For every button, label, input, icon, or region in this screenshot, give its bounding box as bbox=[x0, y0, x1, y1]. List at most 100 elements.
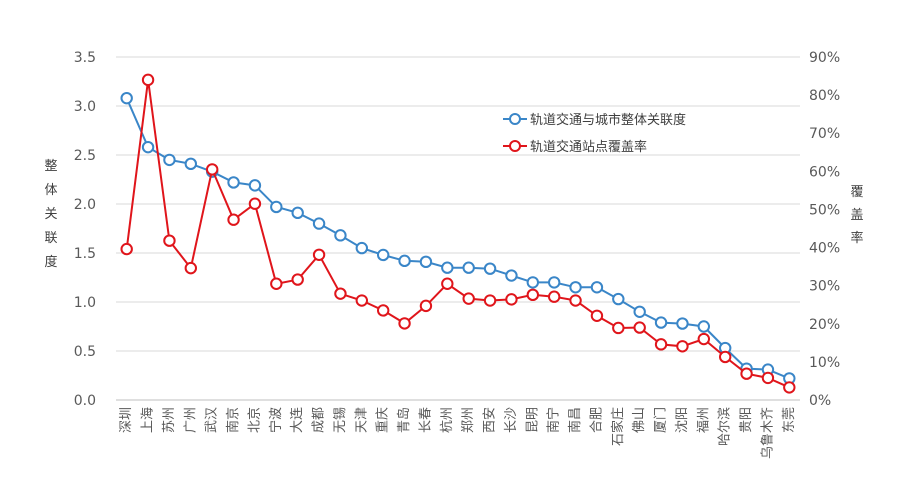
category-label: 宁波 bbox=[268, 407, 284, 433]
right-tick-label: 0% bbox=[809, 393, 831, 409]
right-tick-label: 30% bbox=[809, 279, 840, 295]
legend-label: 轨道交通与城市整体关联度 bbox=[530, 112, 686, 128]
category-label: 重庆 bbox=[375, 407, 391, 433]
data-point bbox=[526, 276, 540, 289]
series-line-0 bbox=[125, 97, 790, 380]
data-point bbox=[633, 321, 646, 334]
data-point bbox=[334, 229, 347, 242]
category-label: 广州 bbox=[183, 407, 198, 433]
data-point bbox=[120, 242, 133, 256]
data-point bbox=[270, 277, 283, 290]
data-point bbox=[291, 206, 304, 220]
left-tick-label: 0.0 bbox=[74, 393, 96, 409]
data-point bbox=[205, 163, 219, 176]
right-tick-label: 50% bbox=[809, 202, 840, 218]
data-point bbox=[248, 179, 262, 192]
data-point bbox=[547, 276, 561, 289]
data-point bbox=[376, 304, 390, 317]
category-label: 西安 bbox=[483, 407, 498, 433]
category-label: 长春 bbox=[418, 407, 433, 433]
data-point bbox=[462, 292, 475, 305]
data-point bbox=[355, 294, 369, 307]
data-point bbox=[761, 371, 775, 385]
data-point bbox=[718, 350, 732, 364]
category-label: 福州 bbox=[696, 407, 711, 433]
right-axis-ticks: 0% 10% 20% 30% 40% 50% 60% 70% 80% 90% bbox=[809, 50, 840, 409]
data-point bbox=[227, 213, 240, 226]
data-point bbox=[355, 241, 369, 255]
category-label: 南昌 bbox=[567, 407, 583, 433]
data-point bbox=[227, 176, 240, 189]
category-label: 无锡 bbox=[333, 407, 348, 433]
legend-marker bbox=[509, 140, 521, 152]
left-tick-label: 3.0 bbox=[74, 99, 96, 115]
data-point bbox=[526, 288, 540, 302]
data-point bbox=[398, 317, 411, 330]
right-tick-label: 80% bbox=[809, 88, 840, 104]
left-axis-title: 整体关联度 bbox=[44, 159, 57, 270]
data-point bbox=[291, 273, 304, 286]
right-axis-title: 覆盖率 bbox=[850, 185, 863, 246]
category-label: 贵阳 bbox=[739, 407, 754, 433]
category-label: 长沙 bbox=[504, 407, 519, 433]
legend-marker bbox=[509, 113, 521, 125]
right-tick-label: 70% bbox=[809, 126, 840, 142]
data-point bbox=[441, 277, 454, 290]
data-point bbox=[569, 294, 582, 307]
left-tick-label: 1.0 bbox=[74, 295, 96, 311]
category-label: 北京 bbox=[247, 407, 262, 433]
category-label: 合肥 bbox=[589, 407, 604, 433]
series-line-1 bbox=[125, 79, 790, 389]
axis-title-char: 整 bbox=[44, 159, 57, 174]
category-label: 南京 bbox=[225, 407, 241, 433]
left-tick-label: 2.0 bbox=[74, 197, 96, 213]
data-point bbox=[612, 292, 625, 306]
category-label: 成都 bbox=[312, 407, 327, 433]
data-point bbox=[676, 317, 689, 330]
category-label: 乌鲁木齐 bbox=[759, 407, 775, 459]
axis-title-char: 联 bbox=[44, 231, 57, 246]
category-label: 沈阳 bbox=[675, 407, 690, 433]
data-point bbox=[120, 91, 133, 105]
data-point bbox=[783, 381, 796, 394]
data-point bbox=[141, 73, 155, 87]
data-point bbox=[697, 320, 711, 333]
left-axis-ticks: 0.0 0.5 1.0 1.5 2.0 2.5 3.0 3.5 bbox=[74, 50, 96, 409]
data-point bbox=[505, 293, 518, 306]
data-point bbox=[419, 255, 433, 269]
data-point bbox=[312, 248, 326, 261]
category-label: 昆明 bbox=[525, 407, 540, 433]
gridlines bbox=[116, 56, 800, 401]
series-layer bbox=[120, 73, 796, 394]
data-point bbox=[334, 287, 347, 300]
right-tick-label: 10% bbox=[809, 355, 840, 371]
data-point bbox=[441, 261, 454, 274]
category-label: 大连 bbox=[289, 407, 305, 433]
left-tick-label: 1.5 bbox=[74, 246, 96, 262]
data-point bbox=[740, 367, 753, 380]
data-point bbox=[590, 309, 604, 322]
right-tick-label: 20% bbox=[809, 317, 840, 333]
axis-title-char: 关 bbox=[44, 207, 57, 222]
category-label: 厦门 bbox=[654, 407, 669, 433]
data-point bbox=[462, 261, 475, 274]
left-title-text: 整体关联度 bbox=[44, 159, 57, 270]
category-label: 郑州 bbox=[461, 407, 476, 433]
data-point bbox=[547, 290, 561, 303]
left-tick-label: 2.5 bbox=[74, 148, 96, 164]
data-point bbox=[612, 321, 625, 335]
category-label: 上海 bbox=[141, 407, 156, 433]
category-label: 深圳 bbox=[119, 407, 134, 433]
axis-title-char: 体 bbox=[44, 183, 57, 198]
axis-title-char: 率 bbox=[850, 230, 863, 246]
data-point bbox=[569, 281, 582, 294]
data-point bbox=[590, 281, 604, 294]
left-tick-label: 3.5 bbox=[74, 50, 96, 66]
data-point bbox=[654, 316, 668, 329]
data-point bbox=[633, 305, 646, 318]
data-point bbox=[505, 269, 518, 282]
data-point bbox=[270, 200, 283, 214]
axis-title-char: 覆 bbox=[850, 185, 863, 200]
